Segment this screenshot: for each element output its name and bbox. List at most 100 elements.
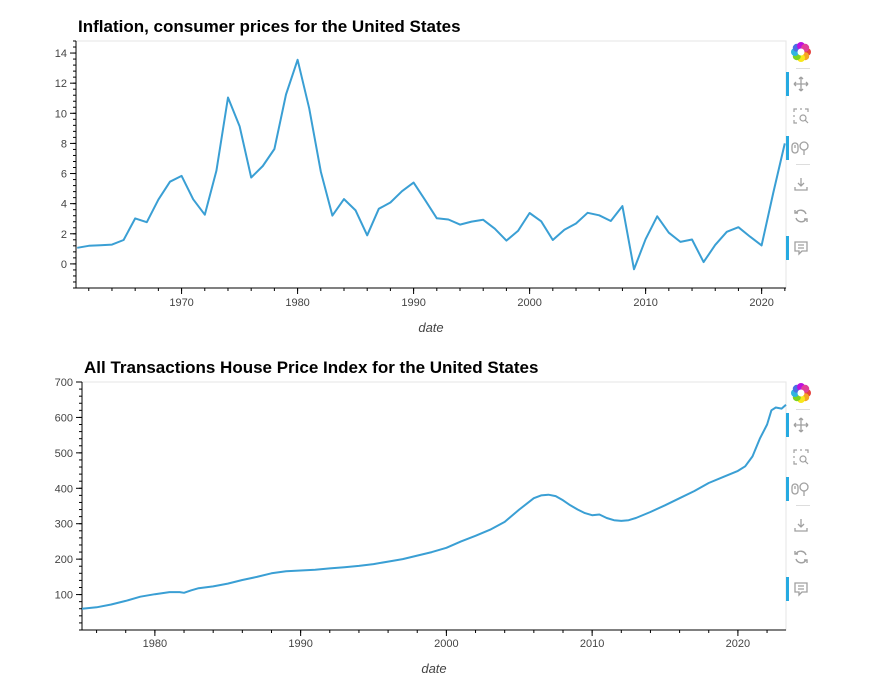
data-point	[270, 572, 272, 574]
data-point	[505, 240, 507, 242]
x-axis-label: date	[418, 320, 443, 335]
data-point	[482, 219, 484, 221]
data-point	[181, 175, 183, 177]
data-point	[123, 239, 125, 241]
data-point	[389, 201, 391, 203]
data-point	[110, 603, 112, 605]
toolbar-separator	[796, 505, 810, 506]
save-icon[interactable]	[786, 513, 816, 537]
data-point	[76, 247, 78, 249]
data-point	[459, 224, 461, 226]
data-point	[331, 215, 333, 217]
data-point	[621, 205, 623, 207]
data-point	[679, 497, 681, 499]
y-tick-label: 600	[55, 412, 73, 424]
hover-icon[interactable]	[786, 577, 816, 601]
data-point	[373, 563, 375, 565]
data-point	[285, 93, 287, 95]
data-point	[198, 587, 200, 589]
data-point	[96, 606, 98, 608]
data-point	[215, 170, 217, 172]
data-point	[533, 497, 535, 499]
data-point	[613, 519, 615, 521]
reset-icon[interactable]	[786, 545, 816, 569]
y-tick-label: 200	[55, 554, 73, 566]
bokeh-logo-icon[interactable]	[786, 381, 816, 405]
toolbar-separator	[796, 409, 810, 410]
data-point	[584, 512, 586, 514]
bokeh-logo-icon[interactable]	[786, 40, 816, 64]
data-point	[489, 529, 491, 531]
data-point	[329, 567, 331, 569]
wheel-zoom-icon[interactable]	[786, 477, 816, 501]
data-point	[183, 592, 185, 594]
chart-toolbar	[786, 40, 816, 270]
reset-icon[interactable]	[786, 204, 816, 228]
data-point	[587, 212, 589, 214]
y-tick-label: 8	[61, 138, 67, 150]
data-point	[212, 585, 214, 587]
chart-title: All Transactions House Price Index for t…	[84, 358, 539, 377]
data-point	[656, 215, 658, 217]
x-tick-label: 1980	[143, 638, 167, 650]
data-point	[668, 232, 670, 234]
x-tick-label: 2000	[434, 638, 458, 650]
data-point	[761, 244, 763, 246]
save-icon[interactable]	[786, 172, 816, 196]
inflation-plot[interactable]: 0 2 4 6 8 10 12 14 1970 1980 1990 2000 2010 2020 date	[0, 0, 870, 344]
series-line	[77, 58, 786, 271]
data-point	[714, 244, 716, 246]
data-point	[633, 268, 635, 270]
data-point	[273, 148, 275, 150]
data-point	[125, 600, 127, 602]
data-point	[460, 540, 462, 542]
data-point	[504, 521, 506, 523]
data-point	[606, 517, 608, 519]
data-point	[262, 165, 264, 167]
data-point	[190, 589, 192, 591]
pan-icon[interactable]	[786, 72, 816, 96]
data-point	[239, 125, 241, 127]
data-point	[562, 499, 564, 501]
data-point	[649, 511, 651, 513]
data-point	[366, 234, 368, 236]
data-point	[401, 190, 403, 192]
box-zoom-icon[interactable]	[786, 445, 816, 469]
data-point	[737, 470, 739, 472]
data-point	[703, 261, 705, 263]
hover-icon[interactable]	[786, 236, 816, 260]
y-tick-label: 2	[61, 229, 67, 241]
x-tick-label: 1980	[285, 297, 309, 309]
y-tick-label: 6	[61, 169, 67, 181]
data-point	[770, 409, 772, 411]
data-point	[628, 519, 630, 521]
data-point	[494, 228, 496, 230]
y-tick-label: 10	[55, 108, 67, 120]
data-point	[355, 209, 357, 211]
box-zoom-icon[interactable]	[786, 104, 816, 128]
plot-frame	[81, 381, 787, 631]
data-point	[378, 208, 380, 210]
data-point	[192, 198, 194, 200]
x-tick-label: 1990	[401, 297, 425, 309]
toolbar-separator	[796, 164, 810, 165]
house-price-plot[interactable]: 100 200 300 400 500 600 700 1980 1990 2000 2010 202…	[0, 344, 870, 688]
y-tick-label: 700	[55, 377, 73, 389]
wheel-zoom-icon[interactable]	[786, 136, 816, 160]
data-point	[744, 465, 746, 467]
data-point	[591, 514, 593, 516]
y-tick-label: 500	[55, 448, 73, 460]
pan-icon[interactable]	[786, 413, 816, 437]
data-point	[781, 408, 783, 410]
data-point	[775, 407, 777, 409]
data-point	[256, 576, 258, 578]
data-point	[88, 245, 90, 247]
data-point	[737, 226, 739, 228]
y-tick-label: 14	[55, 48, 67, 60]
inflation-chart-panel: Inflation, consumer prices for the Unite…	[0, 0, 870, 344]
toolbar-separator	[796, 68, 810, 69]
x-tick-label: 1970	[169, 297, 193, 309]
data-point	[241, 579, 243, 581]
data-point	[664, 504, 666, 506]
data-point	[517, 230, 519, 232]
